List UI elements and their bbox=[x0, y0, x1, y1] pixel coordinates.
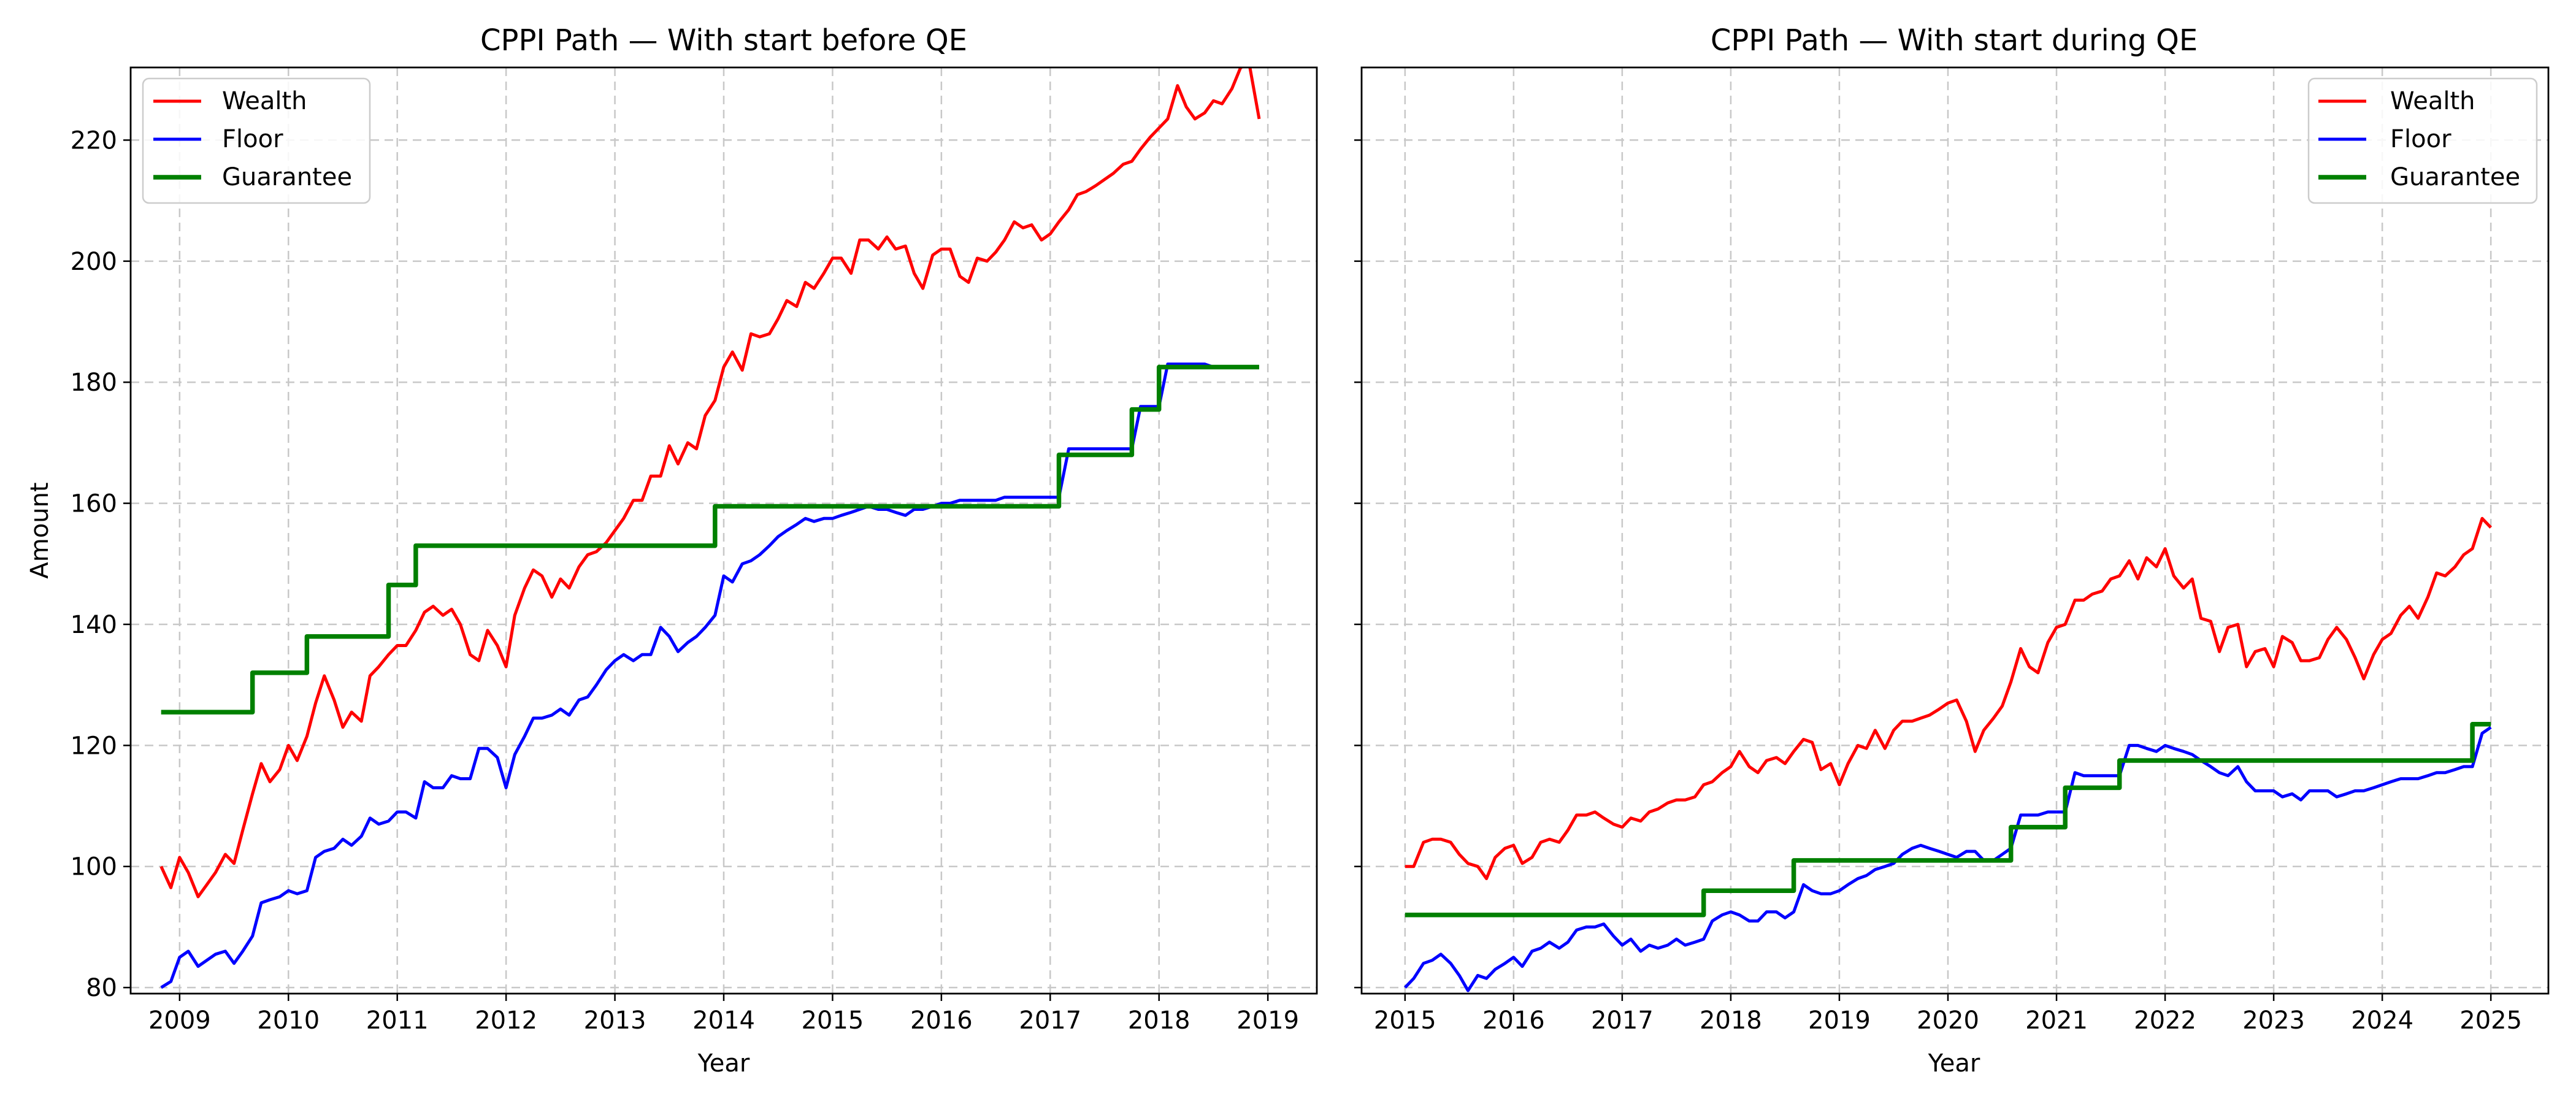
x-tick-label: 2020 bbox=[1917, 1006, 1979, 1035]
panel-2-grid bbox=[1362, 67, 2548, 994]
x-tick-label: 2018 bbox=[1128, 1006, 1190, 1035]
panel-2-legend-guarantee-label: Guarantee bbox=[2390, 163, 2520, 191]
panel-1-legend: Wealth Floor Guarantee bbox=[142, 77, 371, 204]
panel-during-qe: CPPI Path — With start during QE 2015 201… bbox=[1354, 23, 2550, 1078]
panel-1-series bbox=[159, 67, 1261, 989]
y-tick-label: 200 bbox=[71, 248, 117, 276]
panel-1-ticks: 2009 2010 2011 2012 2013 2014 2015 2016 2017 2018… bbox=[71, 126, 1299, 1035]
panel-2-title: CPPI Path — With start during QE bbox=[1711, 23, 2198, 58]
x-tick-label: 2017 bbox=[1019, 1006, 1081, 1035]
wealth-series-line bbox=[159, 67, 1261, 899]
x-tick-label: 2010 bbox=[257, 1006, 320, 1035]
x-tick-label: 2024 bbox=[2351, 1006, 2413, 1035]
panel-2-ticks: 2015 2016 2017 2018 2019 2020 2021 2022 2023 2024… bbox=[1354, 139, 2522, 1035]
x-tick-label: 2025 bbox=[2459, 1006, 2522, 1035]
x-tick-label: 2015 bbox=[1374, 1006, 1436, 1035]
x-tick-label: 2011 bbox=[366, 1006, 429, 1035]
wealth-series-line bbox=[1405, 516, 2493, 880]
x-tick-label: 2016 bbox=[910, 1006, 973, 1035]
floor-series-line bbox=[160, 362, 1259, 989]
series-lines bbox=[1403, 516, 2493, 992]
panel-1-legend-guarantee-label: Guarantee bbox=[222, 163, 352, 191]
x-tick-label: 2019 bbox=[1236, 1006, 1299, 1035]
panel-2-legend-wealth-label: Wealth bbox=[2390, 87, 2475, 115]
x-tick-label: 2018 bbox=[1700, 1006, 1762, 1035]
series-lines bbox=[159, 67, 1261, 989]
panel-1-grid bbox=[131, 67, 1317, 994]
x-tick-label: 2014 bbox=[692, 1006, 755, 1035]
guarantee-series-line bbox=[1405, 722, 2491, 918]
y-tick-label: 140 bbox=[71, 611, 117, 639]
x-tick-label: 2019 bbox=[1808, 1006, 1871, 1035]
panel-2-legend-box bbox=[2307, 77, 2538, 204]
panel-before-qe: CPPI Path — With start before QE 2009 201… bbox=[26, 23, 1318, 1078]
guarantee-series-line bbox=[161, 364, 1259, 715]
panel-1-frame bbox=[129, 66, 1318, 995]
y-tick-label: 80 bbox=[86, 974, 117, 1002]
x-tick-label: 2022 bbox=[2134, 1006, 2196, 1035]
floor-series-line bbox=[1403, 726, 2492, 992]
x-tick-label: 2009 bbox=[148, 1006, 211, 1035]
x-tick-label: 2012 bbox=[475, 1006, 537, 1035]
panel-2-frame bbox=[1360, 66, 2550, 995]
panel-2-xlabel: Year bbox=[1928, 1049, 1980, 1078]
panel-2-legend: Wealth Floor Guarantee bbox=[2307, 77, 2538, 204]
x-tick-label: 2015 bbox=[802, 1006, 864, 1035]
y-tick-label: 100 bbox=[71, 853, 117, 881]
y-tick-label: 120 bbox=[71, 732, 117, 760]
panel-1-xlabel: Year bbox=[697, 1049, 750, 1078]
x-tick-label: 2023 bbox=[2242, 1006, 2305, 1035]
x-tick-label: 2021 bbox=[2025, 1006, 2088, 1035]
panel-1-ylabel: Amount bbox=[26, 482, 54, 578]
panel-1-legend-wealth-label: Wealth bbox=[222, 87, 307, 115]
y-tick-label: 160 bbox=[71, 490, 117, 518]
panel-2-legend-floor-label: Floor bbox=[2390, 125, 2451, 153]
y-tick-label: 220 bbox=[71, 126, 117, 155]
x-tick-label: 2013 bbox=[584, 1006, 646, 1035]
x-tick-label: 2016 bbox=[1482, 1006, 1545, 1035]
y-tick-label: 180 bbox=[71, 369, 117, 397]
x-tick-label: 2017 bbox=[1591, 1006, 1654, 1035]
panel-1-legend-box bbox=[142, 77, 371, 204]
panel-1-title: CPPI Path — With start before QE bbox=[480, 23, 967, 58]
panel-2-series bbox=[1403, 516, 2493, 992]
panel-1-legend-floor-label: Floor bbox=[222, 125, 283, 153]
